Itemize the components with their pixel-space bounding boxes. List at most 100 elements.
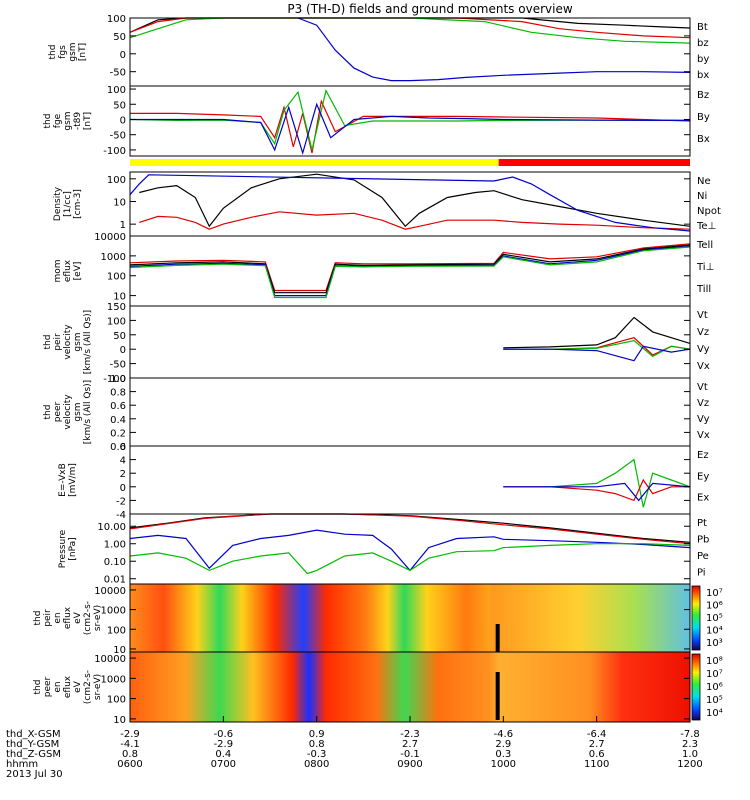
y-axis-label: [1/cc] [63, 191, 73, 217]
y-axis-label: peir [53, 333, 63, 351]
y-axis-label: [km/s (All Qs)] [83, 380, 93, 444]
y-axis-label: mom [53, 259, 63, 282]
y-tick-label: 0.4 [110, 415, 126, 426]
y-axis-label: peer [53, 401, 63, 422]
legend-vy: Vy [697, 414, 710, 425]
y-tick-label: 150 [107, 302, 126, 313]
panel-4: 10000 1000 100 10 mom eflux [eV] Tell Ti⊥ Till [53, 232, 714, 307]
series-vy [503, 339, 691, 358]
series-ti⊥ [129, 245, 691, 297]
y-axis-label: gsm [63, 111, 73, 130]
legend-ey: Ey [697, 471, 709, 482]
ephem-label: thd_Y-GSM [6, 739, 59, 750]
ephem-value: 2.7 [402, 739, 418, 750]
series-bt [129, 17, 691, 33]
colorbar [691, 653, 701, 721]
y-tick-label: 10.00 [97, 522, 126, 533]
ephem-value: 0.8 [309, 739, 325, 750]
ephem-value: 2.7 [589, 739, 605, 750]
time-tick-label: 1000 [491, 759, 516, 770]
legend-by: by [697, 54, 709, 65]
legend-pb: Pb [697, 535, 709, 546]
colorbar-label: 10³ [706, 638, 723, 649]
y-axis-label: [nPa] [68, 537, 78, 560]
y-tick-label: 10000 [94, 654, 126, 665]
ephem-value: -4.6 [494, 729, 514, 740]
ephem-value: 0.8 [122, 749, 138, 760]
colorbar-label: 10⁶ [706, 601, 723, 612]
ephem-value: -0.1 [400, 749, 420, 760]
y-axis-label: [nT] [83, 112, 93, 130]
y-axis-label: thd [43, 114, 53, 129]
y-axis-label: eflux [63, 259, 73, 282]
ephem-value: 0.9 [309, 729, 325, 740]
y-axis-label: (cm2-s- [83, 670, 93, 704]
y-axis-label: thd [48, 45, 58, 60]
time-tick-label: 1100 [584, 759, 609, 770]
y-axis-label: (cm2-s- [83, 601, 93, 635]
colorbar-label: 10⁶ [706, 682, 723, 693]
legend-ez: Ez [697, 450, 709, 461]
ephem-value: -2.9 [120, 729, 140, 740]
y-tick-label: 0.8 [110, 388, 126, 399]
y-axis-label: peir [43, 609, 53, 627]
panel-5: 150 100 50 0 -50 -100 thd peir velocity gsm [km/s … [43, 302, 710, 385]
spectrogram-fill [130, 584, 690, 652]
series-ne [139, 211, 691, 230]
y-tick-label: -100 [103, 146, 126, 157]
y-tick-label: -50 [110, 360, 126, 371]
y-axis-label: thd [43, 335, 53, 350]
y-axis-label: Pressure [58, 529, 68, 568]
y-tick-label: 0.2 [110, 428, 126, 439]
y-axis-label: gsm [68, 42, 78, 61]
ephem-value: -2.3 [400, 729, 420, 740]
plot-title: P3 (TH-D) fields and ground moments over… [287, 2, 572, 16]
panel-8: 10.00 1.00 0.10 0.01 Pressure [nPa] Pt Pb Pe Pi [58, 513, 709, 586]
y-tick-label: 1 [120, 220, 126, 231]
y-axis-label: velocity [63, 324, 73, 360]
ephem-value: -7.8 [680, 729, 700, 740]
panel-frame [129, 17, 691, 87]
series-pi [129, 529, 691, 572]
panel-frame [129, 305, 691, 379]
panel-1: 100 50 0 -50 thd fgs gsm [nT] Bt bz by bx [48, 14, 709, 87]
series-te⊥ [129, 243, 691, 292]
y-tick-label: 50 [113, 32, 126, 43]
y-tick-label: 100 [107, 695, 126, 706]
y-axis-label: eflux [63, 606, 73, 629]
y-tick-label: 10 [113, 645, 126, 656]
colorbar-label: 10⁷ [706, 588, 723, 599]
ephem-value: -4.1 [120, 739, 140, 750]
y-tick-label: -2 [116, 496, 126, 507]
y-tick-label: 2 [120, 469, 126, 480]
series-bz [130, 99, 691, 154]
legend-bz: Bz [697, 90, 709, 101]
legend-pi: Pi [697, 568, 706, 579]
series-ex [503, 482, 691, 502]
panel-2: 100 50 0 -50 -100 thd fge gsm -t89 [nT] Bz By Bx [43, 85, 710, 157]
y-axis-label: gsm [73, 332, 83, 351]
y-axis-label: sr-eV) [93, 605, 103, 631]
panel-3: 100 10 1 Density [1/cc] [cm-3] Ne Ni Npot Te⊥ [53, 171, 721, 237]
series-by [129, 17, 691, 44]
ephem-value: 0.4 [215, 749, 231, 760]
colorbar-label: 10⁵ [706, 695, 723, 706]
y-axis-label: sr-eV) [93, 674, 103, 700]
region-bar-red [498, 159, 690, 166]
ephem-label: thd_Z-GSM [6, 749, 61, 760]
panel-10: 10⁸ 10⁷ 10⁶ 10⁵ 10⁴ 10000 1000 100 10 thd peer en ef… [33, 651, 723, 726]
time-tick-label: 0600 [117, 759, 142, 770]
colorbar [691, 585, 701, 651]
colorbar-label: 10⁵ [706, 613, 723, 624]
ephem-value: -0.6 [214, 729, 234, 740]
y-tick-label: 50 [113, 100, 126, 111]
legend-vz: Vz [697, 327, 709, 338]
y-axis-label: [mV/m] [68, 463, 78, 497]
y-axis-label: velocity [63, 394, 73, 430]
legend-bx: bx [697, 70, 709, 81]
y-axis-label: fge [53, 113, 63, 128]
legend-bx: Bx [697, 134, 710, 145]
ephem-value: 0.6 [589, 749, 605, 760]
y-tick-label: 100 [107, 14, 126, 25]
data-gap-marker [495, 624, 500, 652]
